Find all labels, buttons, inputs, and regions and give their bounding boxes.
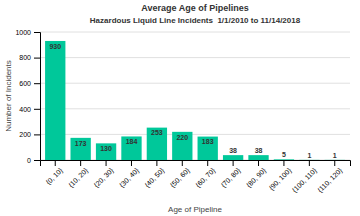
x-tick: {110, 120} <box>316 160 344 194</box>
bar <box>172 132 192 160</box>
x-tick-label: {20, 30} <box>93 166 116 189</box>
chart-container: 0 200 400 600 800 1000 {0, 10}{10, 20}{20, 30}… <box>0 0 360 216</box>
data-label: 38 <box>255 147 263 154</box>
x-tick: {60, 70} <box>194 160 217 189</box>
subtitle: Hazardous Liquid Line Incidents 1/1/2010… <box>90 16 301 25</box>
x-tick-label: {60, 70} <box>194 166 217 189</box>
x-tick-label: {50, 60} <box>169 166 192 189</box>
data-label: 184 <box>126 138 138 145</box>
bar <box>299 159 319 160</box>
bar <box>45 41 65 160</box>
bar <box>96 143 116 160</box>
y-tick-mark <box>34 109 40 110</box>
x-tick: {70, 80} <box>220 160 243 189</box>
plot-area <box>45 41 345 160</box>
data-label: 930 <box>49 43 61 50</box>
x-tick-mark <box>106 160 107 166</box>
grid <box>40 32 350 160</box>
y-tick: 400 <box>19 106 40 113</box>
x-tick: {0, 10} <box>45 160 65 187</box>
y-tick: 600 <box>19 80 40 87</box>
x-tick: {30, 40} <box>118 160 141 189</box>
y-tick: 1000 <box>15 29 40 36</box>
x-tick-mark <box>131 160 132 166</box>
bar <box>274 159 294 160</box>
x-tick-label: {10, 20} <box>67 166 90 189</box>
x-tick-mark <box>156 160 157 166</box>
chart-svg: 0 200 400 600 800 1000 {0, 10}{10, 20}{20, 30}… <box>0 0 360 216</box>
y-tick-label: 400 <box>19 106 31 113</box>
y-tick-mark <box>34 83 40 84</box>
data-label: 183 <box>202 138 214 145</box>
y-tick-label: 1000 <box>15 29 31 36</box>
x-axis-title: Age of Pipeline <box>168 205 222 214</box>
x-tick: {50, 60} <box>169 160 192 189</box>
x-tick-label: {70, 80} <box>220 166 243 189</box>
x-tick-label: {90, 100} <box>268 166 294 192</box>
y-tick-mark <box>34 58 40 59</box>
x-axis: {0, 10}{10, 20}{20, 30}{30, 40}{40, 50}{… <box>41 160 351 194</box>
x-tick-label: {80, 90} <box>245 166 268 189</box>
x-axis-line <box>41 161 351 167</box>
x-tick-mark <box>283 160 284 166</box>
data-label: 38 <box>229 147 237 154</box>
grid-line <box>40 108 350 109</box>
y-tick-mark <box>34 160 40 161</box>
y-tick: 800 <box>19 54 40 61</box>
bar <box>70 138 90 160</box>
data-label: 5 <box>282 151 286 158</box>
x-tick-mark <box>207 160 208 166</box>
x-tick: {80, 90} <box>245 160 268 189</box>
x-tick: {40, 50} <box>143 160 166 189</box>
x-tick: {20, 30} <box>93 160 116 189</box>
data-label: 220 <box>176 134 188 141</box>
x-tick-mark <box>182 160 183 166</box>
x-tick: {100, 110} <box>291 160 319 194</box>
x-tick-label: {110, 120} <box>316 166 344 194</box>
y-axis-title: Number of Incidents <box>4 60 13 132</box>
x-tick-label: {40, 50} <box>143 166 166 189</box>
y-tick-mark <box>34 32 40 33</box>
y-tick-label: 600 <box>19 80 31 87</box>
bar <box>121 136 141 160</box>
y-tick-label: 0 <box>27 157 31 164</box>
bar <box>198 137 218 160</box>
x-tick-mark <box>334 160 335 166</box>
x-tick-label: {30, 40} <box>118 166 141 189</box>
y-tick: 200 <box>19 131 40 138</box>
bar <box>147 128 167 160</box>
x-tick-label: {0, 10} <box>45 166 65 186</box>
x-tick: {90, 100} <box>268 160 294 192</box>
x-tick-mark <box>55 160 56 166</box>
title: Average Age of Pipelines <box>141 3 248 13</box>
data-label: 1 <box>307 152 311 159</box>
data-label: 1 <box>333 152 337 159</box>
y-axis: 0 200 400 600 800 1000 <box>15 29 40 164</box>
y-tick-label: 200 <box>19 131 31 138</box>
data-label: 130 <box>100 145 112 152</box>
data-labels: 930 173 130 184 253 220 183 38 38 5 1 1 <box>49 43 336 159</box>
bar <box>325 159 345 160</box>
grid-line <box>40 134 350 135</box>
grid-line <box>40 32 350 33</box>
x-tick-mark <box>80 160 81 166</box>
grid-line <box>40 57 350 58</box>
x-tick-label: {100, 110} <box>291 166 319 194</box>
y-tick-mark <box>34 134 40 135</box>
data-label: 173 <box>75 140 87 147</box>
grid-line <box>40 83 350 84</box>
bar <box>248 155 268 160</box>
x-tick-mark <box>258 160 259 166</box>
x-tick-mark <box>233 160 234 166</box>
data-label: 253 <box>151 129 163 136</box>
x-tick: {10, 20} <box>67 160 90 189</box>
y-tick-label: 800 <box>19 54 31 61</box>
y-axis-line <box>34 33 41 161</box>
bar <box>223 155 243 160</box>
y-tick: 0 <box>27 157 40 164</box>
x-tick-mark <box>309 160 310 166</box>
